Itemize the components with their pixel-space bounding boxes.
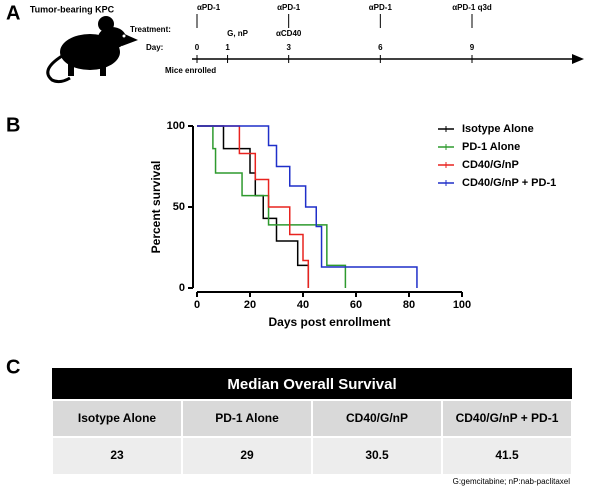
x-tick-label: 40 [297,299,309,311]
treatment: αPD-1 [197,3,221,12]
header-text: CD40/G/nP + PD-1 [456,411,559,425]
legend-label: Isotype Alone [462,123,534,135]
treatment-label: Treatment: [130,25,171,34]
x-tick-label: 80 [403,299,415,311]
value-cell [311,436,443,476]
treatment: αPD-1 [369,3,393,12]
day-label: Day: [146,43,163,52]
header-text: Isotype Alone [78,411,157,425]
x-tick-label: 0 [194,299,200,311]
x-axis-label: Days post enrollment [268,315,390,329]
x-tick-label: 20 [244,299,256,311]
day-number: 6 [378,43,383,52]
panel-label: C [6,356,20,378]
subject-label: Tumor-bearing KPC [30,4,115,14]
legend-label: PD-1 Alone [462,141,520,153]
day-number: 3 [286,43,291,52]
mouse-icon [46,16,138,84]
value-text: 30.5 [365,448,389,462]
day-number: 1 [225,43,230,52]
value-cell [441,436,573,476]
legend-label: CD40/G/nP [462,159,519,171]
survival-curve [197,125,347,288]
value-cell [51,436,183,476]
x-tick-label: 60 [350,299,362,311]
enrollment-label: Mice enrolled [165,66,216,75]
day-note: G, nP [227,29,249,38]
survival-curve [197,125,310,288]
value-text: 23 [110,448,124,462]
day-note: αCD40 [276,29,302,38]
treatment: αPD-1 [277,3,301,12]
y-tick-label: 100 [167,120,185,132]
day-number: 9 [470,43,475,52]
survival-curve [197,125,310,288]
value-text: 41.5 [495,448,519,462]
y-tick-label: 0 [179,282,185,294]
value-text: 29 [240,448,254,462]
panel-label: B [6,114,20,136]
value-cell [181,436,313,476]
treatment: αPD-1 q3d [452,3,492,12]
survival-curve [197,125,418,288]
x-tick-label: 100 [453,299,471,311]
legend-label: CD40/G/nP + PD-1 [462,177,556,189]
y-tick-label: 50 [173,201,185,213]
footnote: G:gemcitabine; nP:nab-paclitaxel [453,477,571,486]
day-number: 0 [195,43,200,52]
table-banner [52,368,572,400]
panel-label: A [6,2,20,24]
header-text: CD40/G/nP [346,411,408,425]
header-text: PD-1 Alone [215,411,279,425]
timeline-arrow [572,54,584,64]
y-axis-label: Percent survival [149,161,163,254]
header-cell [441,399,573,438]
table-title: Median Overall Survival [227,376,396,393]
